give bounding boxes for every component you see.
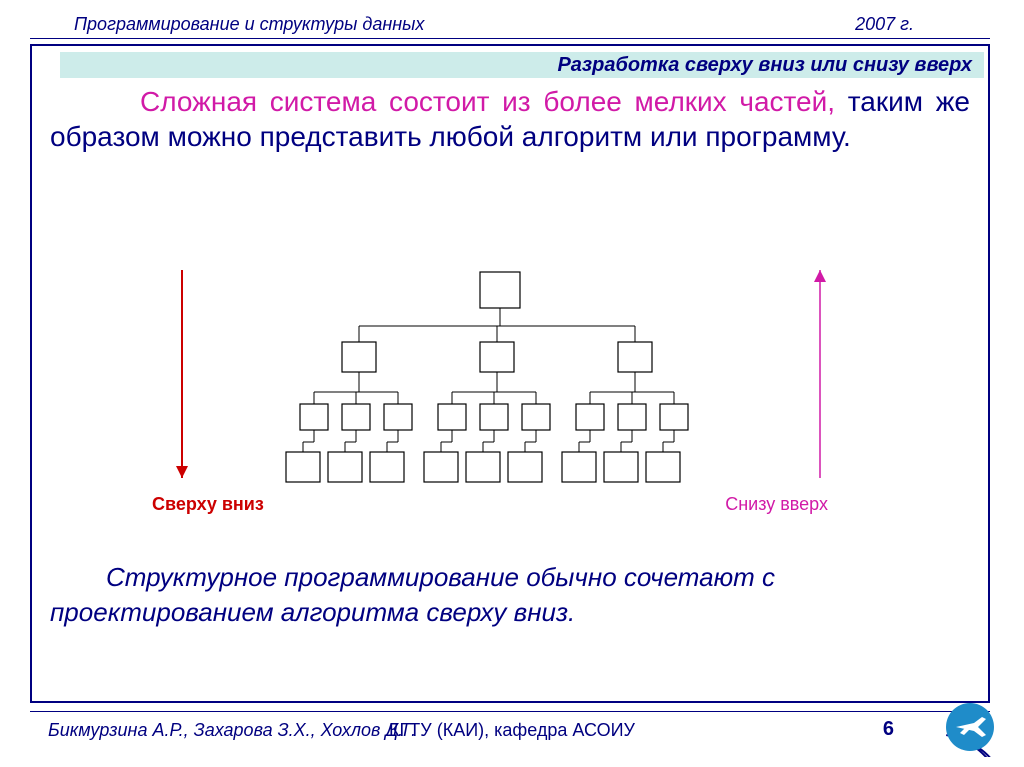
label-bottom-up: Снизу вверх bbox=[725, 494, 828, 515]
content-frame: Разработка сверху вниз или снизу вверх С… bbox=[30, 44, 990, 703]
paragraph-1: Сложная система состоит из более мелких … bbox=[50, 84, 970, 154]
footer-org: КГТУ (КАИ), кафедра АСОИУ bbox=[0, 720, 1024, 741]
header-left: Программирование и структуры данных bbox=[74, 14, 424, 35]
header-rule bbox=[30, 38, 990, 39]
paragraph-2: Структурное программирование обычно соче… bbox=[50, 560, 970, 630]
airplane-badge-icon bbox=[916, 687, 1004, 757]
para1-highlight: Сложная система состоит из более мелких … bbox=[140, 86, 835, 117]
para2-text: Структурное программирование обычно соче… bbox=[50, 562, 775, 627]
header-right: 2007 г. bbox=[855, 14, 914, 35]
label-top-down: Сверху вниз bbox=[152, 494, 264, 515]
tree-diagram bbox=[92, 256, 932, 486]
title-text: Разработка сверху вниз или снизу вверх bbox=[60, 52, 978, 78]
footer-page-number: 6 bbox=[883, 718, 894, 741]
footer-rule bbox=[30, 711, 990, 712]
